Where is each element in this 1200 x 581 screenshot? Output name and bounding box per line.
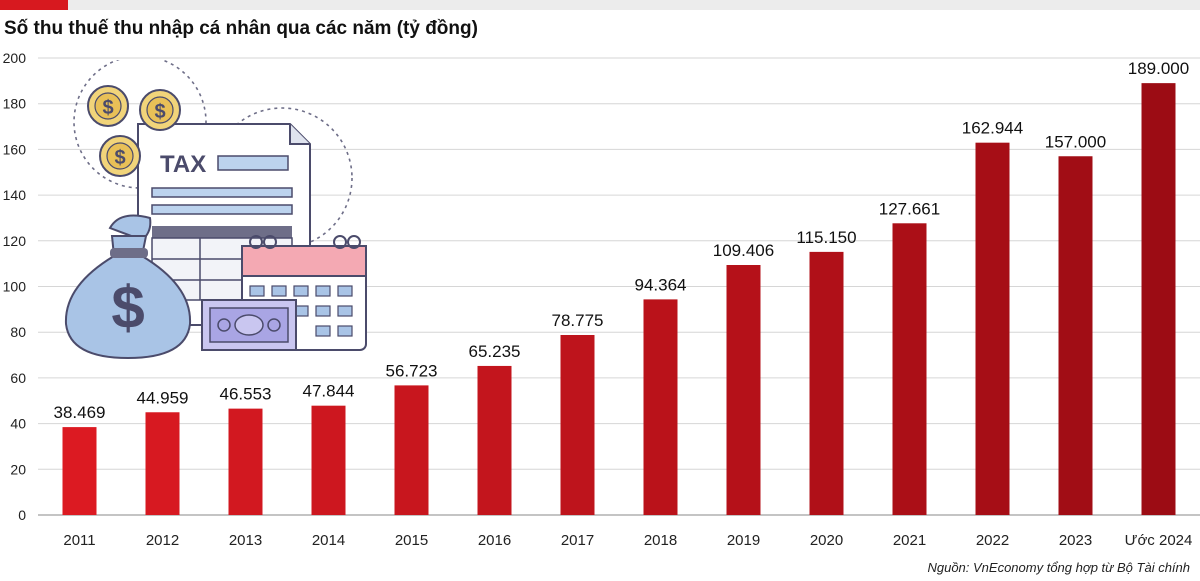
top-accent-bar [0,0,68,10]
svg-text:$: $ [111,274,144,341]
x-tick-label: 2021 [893,532,926,549]
bar [1058,156,1093,515]
y-tick-label: 200 [3,50,27,66]
x-tick-label: 2020 [810,532,843,549]
top-band [0,0,1200,10]
coin-icons: $ $ $ [87,85,181,177]
data-label: 109.406 [713,241,774,260]
bars [62,83,1176,515]
bar [975,142,1010,515]
y-tick-label: 20 [10,461,26,477]
money-bag-icon: $ [64,214,192,360]
banknote-icon [201,299,297,351]
y-tick-label: 120 [3,233,27,249]
tax-label: TAX [160,151,206,178]
y-tick-label: 180 [3,96,27,112]
x-axis-ticks: 2011 2012 2013 2014 2015 2016 2017 2018 2019 2020… [63,532,1192,549]
data-label: 47.844 [303,382,355,401]
y-tick-label: 0 [18,507,26,523]
bar [1141,83,1176,515]
bar [145,412,180,515]
x-tick-label: 2016 [478,532,511,549]
y-tick-label: 40 [10,416,26,432]
data-label: 78.775 [552,311,604,330]
bar [643,299,678,515]
bar [726,265,761,515]
tax-illustration-icon: TAX $ [64,60,367,360]
x-tick-label: 2015 [395,532,428,549]
x-tick-label: 2018 [644,532,677,549]
y-tick-label: 80 [10,324,26,340]
source-note: Nguồn: VnEconomy tổng hợp từ Bộ Tài chín… [927,560,1190,575]
x-tick-label: 2013 [229,532,262,549]
x-tick-label: 2023 [1059,532,1092,549]
data-label: 38.469 [54,403,106,422]
x-tick-label: 2019 [727,532,760,549]
x-tick-label: 2022 [976,532,1009,549]
y-tick-label: 100 [3,279,27,295]
bar [560,334,595,515]
data-label: 189.000 [1128,59,1189,78]
svg-text:$: $ [102,97,113,119]
data-label: 115.150 [796,228,856,247]
bar [62,427,97,515]
x-tick-label: 2012 [146,532,179,549]
y-tick-label: 160 [3,141,27,157]
data-label: 65.235 [469,342,521,361]
data-label: 127.661 [879,199,940,218]
bar [228,408,263,515]
chart-title: Số thu thuế thu nhập cá nhân qua các năm… [4,18,478,39]
data-label: 94.364 [635,275,687,294]
bar [394,385,429,515]
data-label: 162.944 [962,119,1023,138]
data-labels: 38.469 44.959 46.553 47.844 56.723 65.235 78.7… [54,59,1190,422]
svg-text:$: $ [114,147,125,169]
x-tick-label: 2014 [312,532,345,549]
x-tick-label: Ước 2024 [1125,532,1193,549]
data-label: 44.959 [137,388,189,407]
bar [892,223,927,515]
bar [477,365,512,515]
y-axis-ticks: 0 20 40 60 80 100 120 140 160 180 200 [3,50,27,523]
bar [311,405,346,515]
data-label: 46.553 [220,385,272,404]
svg-text:$: $ [154,101,165,123]
y-tick-label: 140 [3,187,27,203]
x-tick-label: 2017 [561,532,594,549]
data-label: 56.723 [386,361,438,380]
x-tick-label: 2011 [63,532,95,549]
bar [809,251,844,515]
y-tick-label: 60 [10,370,26,386]
data-label: 157.000 [1045,132,1106,151]
